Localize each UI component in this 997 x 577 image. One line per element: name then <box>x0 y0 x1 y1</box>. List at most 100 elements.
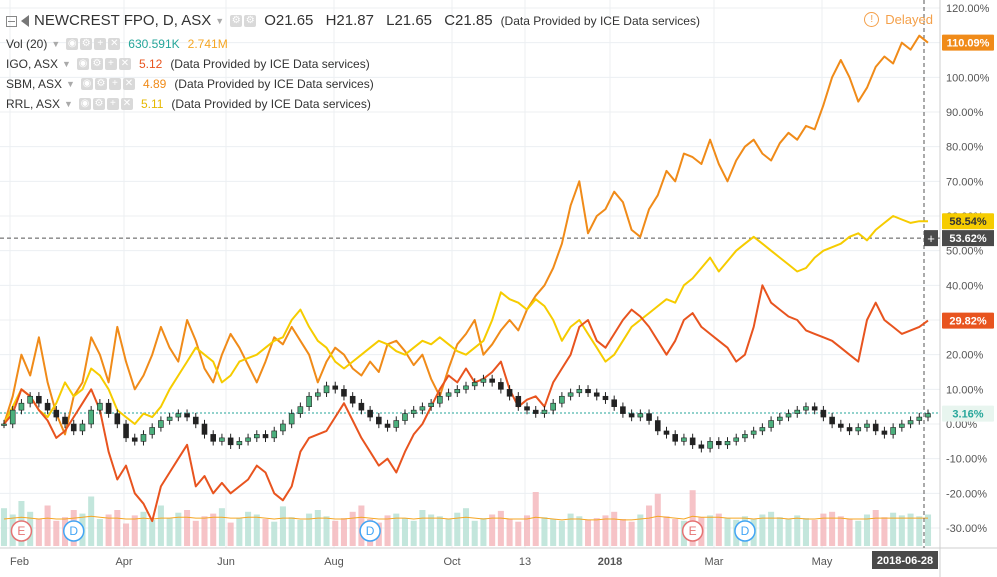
candle-body <box>79 423 86 432</box>
chevron-down-icon[interactable]: ▼ <box>51 39 61 49</box>
chevron-down-icon[interactable]: ▼ <box>62 59 71 69</box>
candle-body <box>341 389 347 397</box>
volume-bar <box>471 520 478 546</box>
close-icon[interactable]: ✕ <box>122 78 135 90</box>
provider-text: (Data Provided by ICE Data services) <box>500 14 700 28</box>
y-tick-label: 100.00% <box>946 72 990 84</box>
candle-body <box>576 389 583 394</box>
volume-bar <box>349 511 356 546</box>
candle-body <box>689 437 696 446</box>
candle-body <box>471 382 478 387</box>
event-marker-label: D <box>366 524 375 538</box>
last-value-label: 110.09% <box>947 38 990 50</box>
candle-body <box>384 423 391 428</box>
plus-icon[interactable]: + <box>94 38 107 50</box>
candle-body <box>742 434 748 439</box>
candle-body <box>1 423 7 426</box>
settings-icon[interactable]: ⚙ <box>230 15 243 27</box>
volume-bar <box>192 520 199 546</box>
volume-bar <box>593 518 600 546</box>
close-icon[interactable]: ✕ <box>120 98 133 110</box>
visibility-icon[interactable]: ◉ <box>66 38 79 50</box>
volume-bar <box>428 514 435 546</box>
volume-bar <box>829 511 836 546</box>
candle-body <box>550 402 556 411</box>
settings-icon[interactable]: ⚙ <box>90 58 103 70</box>
visibility-icon[interactable]: ◉ <box>78 98 91 110</box>
compare-label[interactable]: IGO, ASX <box>6 57 59 71</box>
x-tick-label: Mar <box>705 556 724 568</box>
volume-bar <box>279 506 286 546</box>
volume-bar <box>454 512 461 546</box>
candle-body <box>62 416 68 425</box>
candle-body <box>158 420 164 428</box>
volume-bar <box>550 519 557 546</box>
collapse-icon[interactable] <box>6 15 17 27</box>
settings-icon[interactable]: ⚙ <box>94 78 107 90</box>
volume-bar <box>907 513 914 546</box>
candle-body <box>602 395 609 401</box>
volume-bar <box>628 521 635 546</box>
candle-body <box>332 385 339 390</box>
close-icon[interactable]: ✕ <box>108 38 121 50</box>
candle-body <box>881 430 888 435</box>
volume-bar <box>916 516 923 546</box>
candle-body <box>750 430 757 435</box>
x-tick-label: Oct <box>443 556 460 568</box>
event-marker <box>62 520 85 542</box>
volume-bar <box>523 515 531 546</box>
delayed-indicator[interactable]: ! Delayed <box>864 12 933 27</box>
candle-body <box>140 434 147 442</box>
chevron-down-icon[interactable]: ▼ <box>64 99 73 109</box>
volume-bar <box>314 510 321 546</box>
event-marker-label: D <box>69 524 78 538</box>
volume-bar <box>253 514 260 546</box>
compare-label[interactable]: SBM, ASX <box>6 77 63 91</box>
event-marker-label: E <box>17 524 25 538</box>
candle-body <box>646 413 652 421</box>
volume-bar <box>846 519 853 546</box>
chevron-down-icon[interactable]: ▼ <box>66 79 75 89</box>
volume-bar <box>898 515 905 546</box>
candle-body <box>768 420 774 428</box>
vol-label[interactable]: Vol (20) <box>6 37 48 51</box>
plus-icon[interactable]: + <box>104 58 117 70</box>
candle-body <box>654 420 661 432</box>
event-marker-label: D <box>741 524 750 538</box>
x-tick-label: Jun <box>217 556 235 568</box>
plus-icon[interactable]: + <box>106 98 119 110</box>
ohlc-values: O21.65 H21.87 L21.65 C21.85 <box>264 8 500 34</box>
flag-icon[interactable] <box>21 15 29 27</box>
chevron-down-icon[interactable]: ▼ <box>215 16 225 26</box>
candle-body <box>524 406 530 411</box>
main-symbol[interactable]: NEWCREST FPO, D, ASX <box>34 12 212 29</box>
candle-body <box>9 409 16 425</box>
settings-icon[interactable]: ⚙ <box>92 98 105 110</box>
settings-icon[interactable]: ⚙ <box>244 15 257 27</box>
candle-body <box>890 427 896 435</box>
close-value: C21.85 <box>444 12 493 29</box>
settings-icon[interactable]: ⚙ <box>80 38 93 50</box>
candle-body <box>271 430 278 439</box>
visibility-icon[interactable]: ◉ <box>76 58 89 70</box>
volume-bar <box>567 513 574 546</box>
plus-icon[interactable]: + <box>108 78 121 90</box>
candle-body <box>367 409 373 418</box>
series-line-sbm <box>3 34 929 436</box>
alert-icon: ! <box>864 12 880 27</box>
volume-bar <box>707 515 714 546</box>
volume-ma-line <box>3 515 928 521</box>
candle-body <box>428 402 434 407</box>
y-tick-label: 70.00% <box>946 176 984 188</box>
visibility-icon[interactable]: ◉ <box>80 78 93 90</box>
volume-bar <box>96 519 103 546</box>
candle-body <box>36 395 42 404</box>
close-icon[interactable]: ✕ <box>118 58 131 70</box>
candle-body <box>559 395 565 404</box>
compare-label[interactable]: RRL, ASX <box>6 97 61 111</box>
last-value-label: 29.82% <box>949 316 987 328</box>
candle-body <box>44 402 51 411</box>
event-marker <box>681 520 704 542</box>
